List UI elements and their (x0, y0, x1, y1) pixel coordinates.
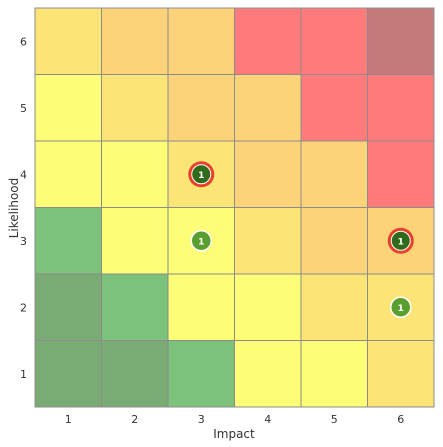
risk-marker[interactable]: 1 (387, 227, 414, 254)
marker-count-label: 1 (398, 237, 404, 247)
x-tick-label: 1 (65, 413, 72, 426)
x-tick-label: 4 (264, 413, 271, 426)
risk-marker[interactable]: 1 (190, 230, 212, 252)
matrix-cell-i1-l6[interactable] (34, 7, 102, 75)
y-tick-label: 4 (20, 168, 27, 181)
marker-dot (390, 296, 412, 318)
matrix-cell-i2-l6[interactable] (101, 7, 169, 75)
x-tick-label: 5 (331, 413, 338, 426)
matrix-cell-i2-l4[interactable] (101, 140, 169, 208)
matrix-cell-i4-l6[interactable] (234, 7, 302, 75)
matrix-cell-i4-l3[interactable] (234, 207, 302, 275)
marker-dot (390, 230, 411, 251)
matrix-cell-i4-l4[interactable] (234, 140, 302, 208)
matrix-cell-i2-l1[interactable] (101, 340, 169, 408)
matrix-cell-i5-l3[interactable] (300, 207, 368, 275)
matrix-cell-i2-l2[interactable] (101, 273, 169, 341)
matrix-cell-i1-l5[interactable] (34, 74, 102, 142)
matrix-cell-i1-l4[interactable] (34, 140, 102, 208)
matrix-cell-i6-l5[interactable] (367, 74, 435, 142)
risk-markers: 1 1 1 1 (188, 161, 414, 318)
marker-dot (191, 164, 212, 185)
matrix-cell-i1-l3[interactable] (34, 207, 102, 275)
marker-count-label: 1 (198, 237, 204, 247)
matrix-cell-i2-l3[interactable] (101, 207, 169, 275)
x-tick-label: 2 (131, 413, 138, 426)
y-axis-ticks: 1 2 3 4 5 6 (20, 35, 27, 381)
matrix-cell-i5-l4[interactable] (300, 140, 368, 208)
y-tick-label: 2 (20, 301, 27, 314)
y-tick-label: 6 (20, 35, 27, 48)
matrix-cell-i4-l5[interactable] (234, 74, 302, 142)
risk-marker[interactable]: 1 (188, 161, 215, 188)
matrix-cell-i5-l1[interactable] (300, 340, 368, 408)
matrix-border (34, 7, 435, 408)
matrix-cell-i6-l1[interactable] (367, 340, 435, 408)
matrix-cell-i4-l1[interactable] (234, 340, 302, 408)
marker-dot (190, 230, 212, 252)
matrix-cell-i3-l2[interactable] (167, 273, 235, 341)
matrix-cell-i3-l6[interactable] (167, 7, 235, 75)
y-tick-label: 1 (20, 368, 27, 381)
matrix-cell-i2-l5[interactable] (101, 74, 169, 142)
x-axis-ticks: 1 2 3 4 5 6 (65, 413, 405, 426)
matrix-cell-i5-l6[interactable] (300, 7, 368, 75)
x-tick-label: 6 (397, 413, 404, 426)
x-tick-label: 3 (198, 413, 205, 426)
matrix-cell-i6-l4[interactable] (367, 140, 435, 208)
matrix-cell-i1-l2[interactable] (34, 273, 102, 341)
risk-marker[interactable]: 1 (390, 296, 412, 318)
x-axis-title: Impact (213, 427, 255, 441)
y-axis-title: Likelihood (7, 178, 21, 239)
marker-count-label: 1 (398, 304, 404, 314)
matrix-cell-i6-l6[interactable] (367, 7, 435, 75)
matrix-cells (34, 7, 435, 408)
matrix-cell-i5-l5[interactable] (300, 74, 368, 142)
marker-count-label: 1 (198, 171, 204, 181)
matrix-cell-i1-l1[interactable] (34, 340, 102, 408)
matrix-cell-i3-l1[interactable] (167, 340, 235, 408)
y-tick-label: 3 (20, 235, 27, 248)
matrix-cell-i5-l2[interactable] (300, 273, 368, 341)
y-tick-label: 5 (20, 102, 27, 115)
matrix-cell-i4-l2[interactable] (234, 273, 302, 341)
matrix-cell-i3-l5[interactable] (167, 74, 235, 142)
